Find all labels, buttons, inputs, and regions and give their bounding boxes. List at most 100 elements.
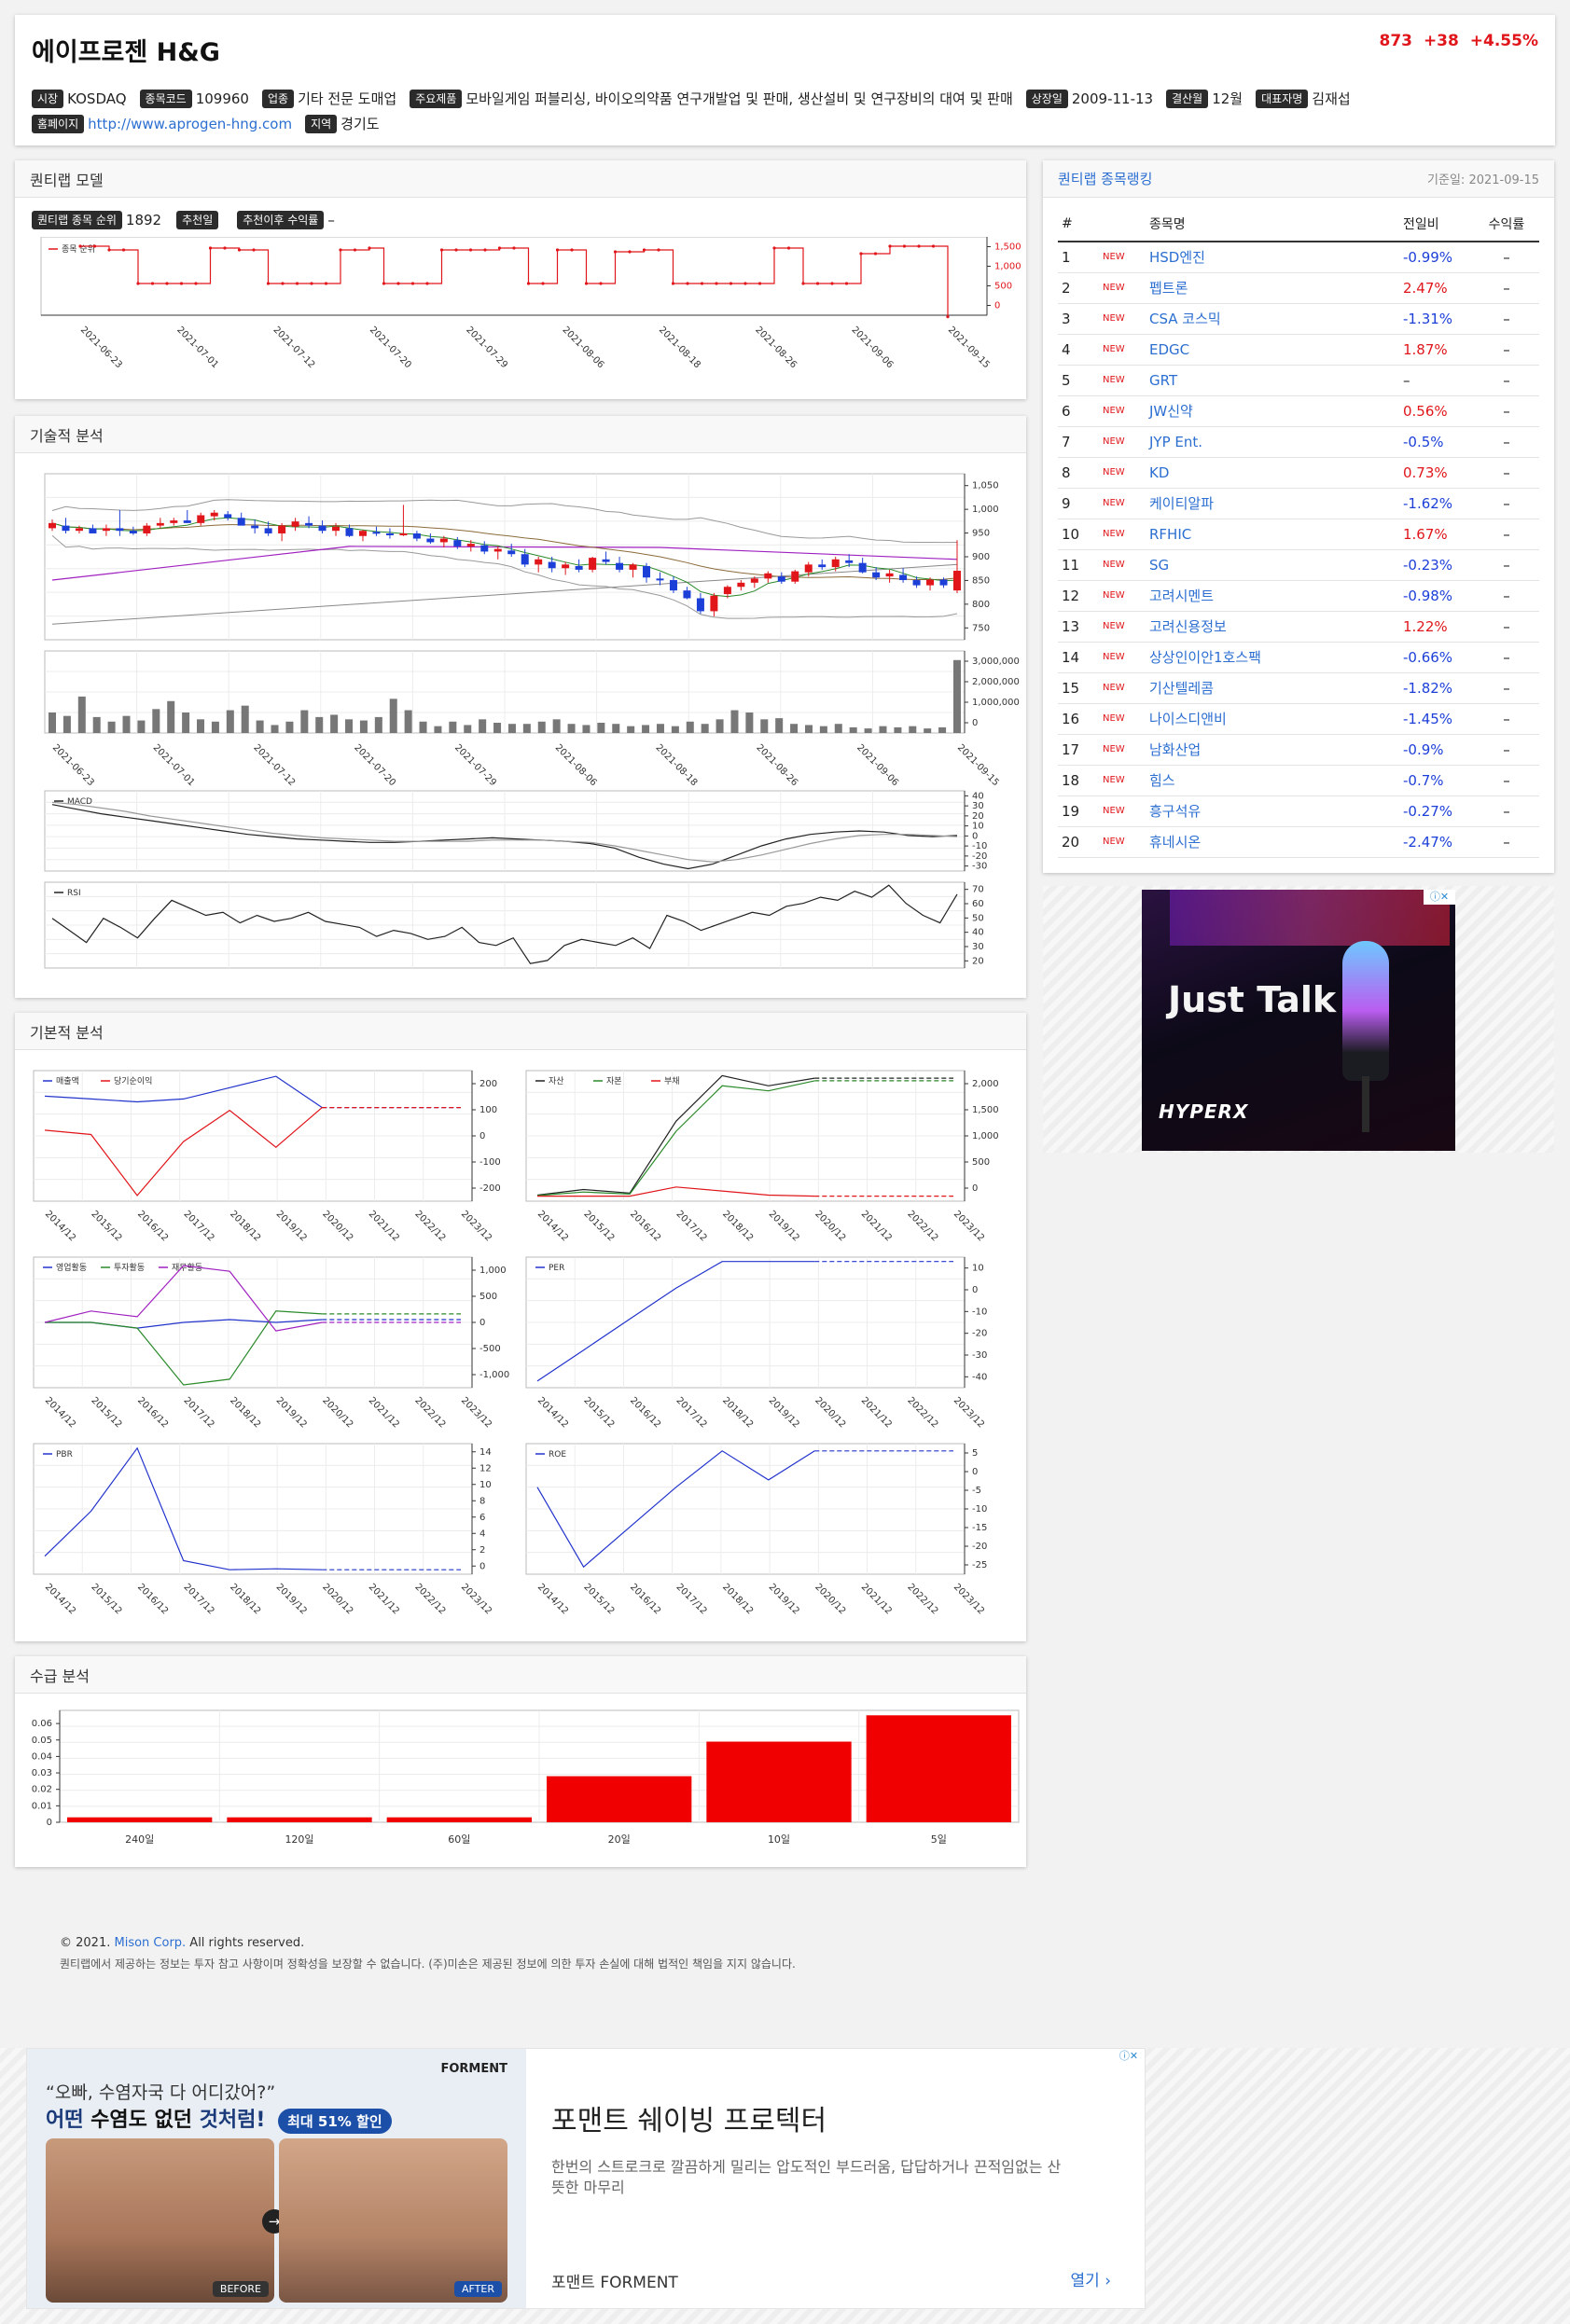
stock-name-link[interactable]: KD [1146, 457, 1399, 489]
ranking-row[interactable]: 15 NEW 기산텔레콤 -1.82% – [1058, 672, 1539, 704]
ranking-row[interactable]: 10 NEW RFHIC 1.67% – [1058, 519, 1539, 550]
rank-point [859, 252, 863, 256]
ad-choices-icon[interactable]: ⓘ✕ [1118, 2050, 1139, 2062]
stock-name-link[interactable]: 케이티알파 [1146, 488, 1399, 519]
side-ad-banner[interactable]: Just Talk HYPERX ⓘ✕ [1142, 890, 1455, 1151]
stock-name-link[interactable]: SG [1146, 549, 1399, 581]
stock-name-link[interactable]: 휴네시온 [1146, 826, 1399, 858]
volume-bar [834, 724, 842, 733]
ranking-row[interactable]: 3 NEW CSA 코스믹 -1.31% – [1058, 303, 1539, 335]
x-tick-label: 2014/12 [535, 1395, 570, 1430]
bottom-ad-open-button[interactable]: 열기 › [1070, 2272, 1112, 2290]
rank-point [599, 282, 603, 285]
ranking-row[interactable]: 18 NEW 힘스 -0.7% – [1058, 765, 1539, 796]
volume-bar [49, 712, 56, 733]
technical-card: 기술적 분석 750 800 850 900 950 1,000 1,050 0 1,000,0… [15, 416, 1026, 998]
stock-name-link[interactable]: HSD엔진 [1146, 242, 1399, 273]
stock-name-link[interactable]: RFHIC [1146, 519, 1399, 550]
tick-label: 2,000 [972, 1079, 999, 1089]
bottom-ad-advertiser: 포맨트 FORMENT [551, 2274, 678, 2292]
volume-bar [938, 726, 947, 733]
volume-bar [849, 726, 857, 733]
stock-name-link[interactable]: JYP Ent. [1146, 426, 1399, 458]
rank-point [208, 246, 213, 250]
ranking-row[interactable]: 7 NEW JYP Ent. -0.5% – [1058, 426, 1539, 458]
rank-num: 4 [1058, 334, 1099, 366]
candle-body [129, 531, 137, 533]
stock-name-link[interactable]: 고려시멘트 [1146, 580, 1399, 612]
ranking-row[interactable]: 14 NEW 상상인이안1호스팩 -0.66% – [1058, 642, 1539, 673]
x-tick-label: 2021-07-20 [368, 325, 413, 370]
rank-num: 11 [1058, 549, 1099, 581]
candle-body [737, 582, 745, 588]
x-tick-label: 2017/12 [674, 1582, 709, 1616]
ad-choices-icon[interactable]: ⓘ✕ [1424, 890, 1455, 905]
stock-name-link[interactable]: 기산텔레콤 [1146, 672, 1399, 704]
tick-label: 10 [972, 822, 984, 832]
stock-name-link[interactable]: 남화산업 [1146, 734, 1399, 766]
ranking-row[interactable]: 16 NEW 나이스디앤비 -1.45% – [1058, 703, 1539, 735]
rank-point [425, 282, 429, 285]
x-tick-label: 2021/12 [367, 1209, 401, 1243]
rank-point [410, 282, 415, 285]
day-change: 0.56% [1399, 395, 1474, 427]
stock-name-link[interactable]: 힘스 [1146, 765, 1399, 796]
rank-point [121, 248, 126, 252]
ranking-row[interactable]: 12 NEW 고려시멘트 -0.98% – [1058, 580, 1539, 612]
fundamental-series-line [536, 1261, 815, 1382]
rank-point [324, 282, 328, 285]
volume-bar [730, 710, 739, 733]
ranking-row[interactable]: 19 NEW 흥구석유 -0.27% – [1058, 795, 1539, 827]
stock-name-link[interactable]: JW신약 [1146, 395, 1399, 427]
ranking-row[interactable]: 11 NEW SG -0.23% – [1058, 549, 1539, 581]
stock-name-link[interactable]: 고려신용정보 [1146, 611, 1399, 643]
tick-label: 1,000,000 [972, 698, 1020, 708]
day-change: 1.22% [1399, 611, 1474, 643]
ranking-row[interactable]: 8 NEW KD 0.73% – [1058, 457, 1539, 489]
ranking-row[interactable]: 1 NEW HSD엔진 -0.99% – [1058, 242, 1539, 273]
rec-return-value: – [327, 212, 335, 228]
ranking-row[interactable]: 9 NEW 케이티알파 -1.62% – [1058, 488, 1539, 519]
ma-120-line [51, 546, 958, 581]
stock-name-link[interactable]: 상상인이안1호스팩 [1146, 642, 1399, 673]
ranking-row[interactable]: 4 NEW EDGC 1.87% – [1058, 334, 1539, 366]
return-value: – [1474, 395, 1539, 427]
fundamental-series-line [536, 1080, 815, 1197]
current-price: 873 [1379, 32, 1413, 50]
after-photo: AFTER [279, 2138, 507, 2303]
bottom-ad-banner[interactable]: FORMENT “오빠, 수염자국 다 어디갔어?” 어떤 수염도 없던 것처럼… [26, 2048, 1146, 2309]
ranking-row[interactable]: 13 NEW 고려신용정보 1.22% – [1058, 611, 1539, 643]
bottom-ad-title[interactable]: 포맨트 쉐이빙 프로텍터 [551, 2105, 827, 2137]
tick-label: 20 [972, 956, 984, 966]
x-tick-label: 2020/12 [320, 1582, 354, 1616]
return-value: – [1474, 580, 1539, 612]
supply-bar [706, 1741, 852, 1822]
stock-name-link[interactable]: 펩트론 [1146, 272, 1399, 304]
rank-point [628, 250, 632, 254]
rank-point [295, 282, 299, 285]
rank-point [526, 282, 531, 285]
stock-name-link[interactable]: GRT [1146, 365, 1399, 396]
ranking-row[interactable]: 5 NEW GRT – – [1058, 365, 1539, 396]
x-tick-label: 2018/12 [720, 1209, 755, 1243]
rank-num: 20 [1058, 826, 1099, 858]
homepage-link[interactable]: http://www.aprogen-hng.com [88, 115, 293, 132]
stock-name-link[interactable]: 나이스디앤비 [1146, 703, 1399, 735]
stock-name-link[interactable]: EDGC [1146, 334, 1399, 366]
rank-point [339, 248, 342, 252]
company-link[interactable]: Mison Corp. [114, 1936, 187, 1950]
ranking-row[interactable]: 20 NEW 휴네시온 -2.47% – [1058, 826, 1539, 858]
ranking-row[interactable]: 6 NEW JW신약 0.56% – [1058, 395, 1539, 427]
volume-bar [597, 723, 605, 733]
stock-name-link[interactable]: CSA 코스믹 [1146, 303, 1399, 335]
ranking-row[interactable]: 17 NEW 남화산업 -0.9% – [1058, 734, 1539, 766]
x-tick-label: 2021-07-01 [174, 325, 220, 370]
tick-label: 40 [972, 928, 984, 938]
tick-label: 2 [479, 1545, 485, 1556]
x-tick-label: 2023/12 [459, 1582, 493, 1616]
stock-name-link[interactable]: 흥구석유 [1146, 795, 1399, 827]
volume-bar [374, 716, 382, 733]
ranking-row[interactable]: 2 NEW 펩트론 2.47% – [1058, 272, 1539, 304]
candle-body [818, 564, 827, 568]
legend-label: PBR [56, 1450, 73, 1459]
